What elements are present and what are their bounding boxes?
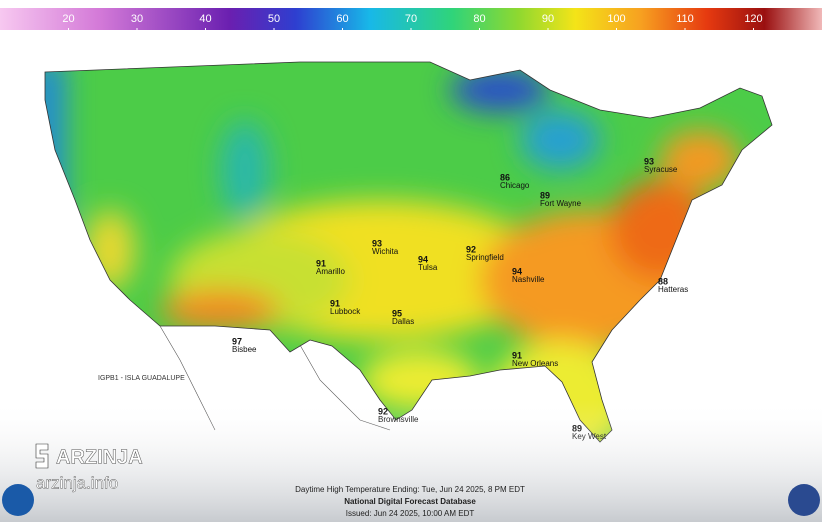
city-temp: 93 — [644, 156, 654, 166]
color-scale — [0, 8, 822, 30]
noaa-logo — [2, 484, 34, 516]
city-temp: 86 — [500, 172, 510, 182]
scale-label: 50 — [268, 13, 280, 25]
brand-icon — [35, 443, 49, 469]
scale-label: 80 — [473, 13, 485, 25]
scale-label: 60 — [336, 13, 348, 25]
city-temp: 97 — [232, 336, 242, 346]
brand: ARZINJA — [56, 446, 143, 468]
bottom-fade — [0, 400, 822, 522]
scale-label: 110 — [676, 13, 694, 25]
scale-label: 100 — [607, 13, 625, 25]
city-temp: 94 — [418, 254, 428, 264]
city-name: Tulsa — [418, 263, 438, 272]
city-name: Hatteras — [658, 285, 688, 294]
city-temp: 94 — [512, 266, 522, 276]
city-name: Nashville — [512, 275, 545, 284]
scale-label: 70 — [405, 13, 417, 25]
city-name: Syracuse — [644, 165, 678, 174]
footer-title: National Digital Forecast Database — [344, 497, 476, 506]
scale-label: 120 — [744, 13, 762, 25]
city-name: Lubbock — [330, 307, 361, 316]
city-name: Springfield — [466, 253, 504, 262]
footer-line: Issued: Jun 24 2025, 10:00 AM EDT — [346, 509, 475, 518]
city-temp: 91 — [512, 350, 522, 360]
city-name: Wichita — [372, 247, 399, 256]
city-name: Fort Wayne — [540, 199, 582, 208]
city-name: Bisbee — [232, 345, 257, 354]
city-temp: 91 — [330, 298, 340, 308]
scale-label: 90 — [542, 13, 554, 25]
city-temp: 93 — [372, 238, 382, 248]
scale-label: 30 — [131, 13, 143, 25]
city-name: Dallas — [392, 317, 414, 326]
city-name: Chicago — [500, 181, 530, 190]
city-temp: 88 — [658, 276, 668, 286]
city-name: New Orleans — [512, 359, 558, 368]
site: arzinja.info — [36, 473, 118, 492]
scale-label: 20 — [62, 13, 74, 25]
city-temp: 95 — [392, 308, 402, 318]
city-name: Amarillo — [316, 267, 345, 276]
nws-logo — [788, 484, 820, 516]
city-temp: 91 — [316, 258, 326, 268]
scale-label: 40 — [199, 13, 211, 25]
footer-line: Daytime High Temperature Ending: Tue, Ju… — [295, 485, 525, 494]
city-temp: 92 — [466, 244, 476, 254]
city-temp: 89 — [540, 190, 550, 200]
region-label: IGPB1 - ISLA GUADALUPE — [98, 375, 185, 382]
